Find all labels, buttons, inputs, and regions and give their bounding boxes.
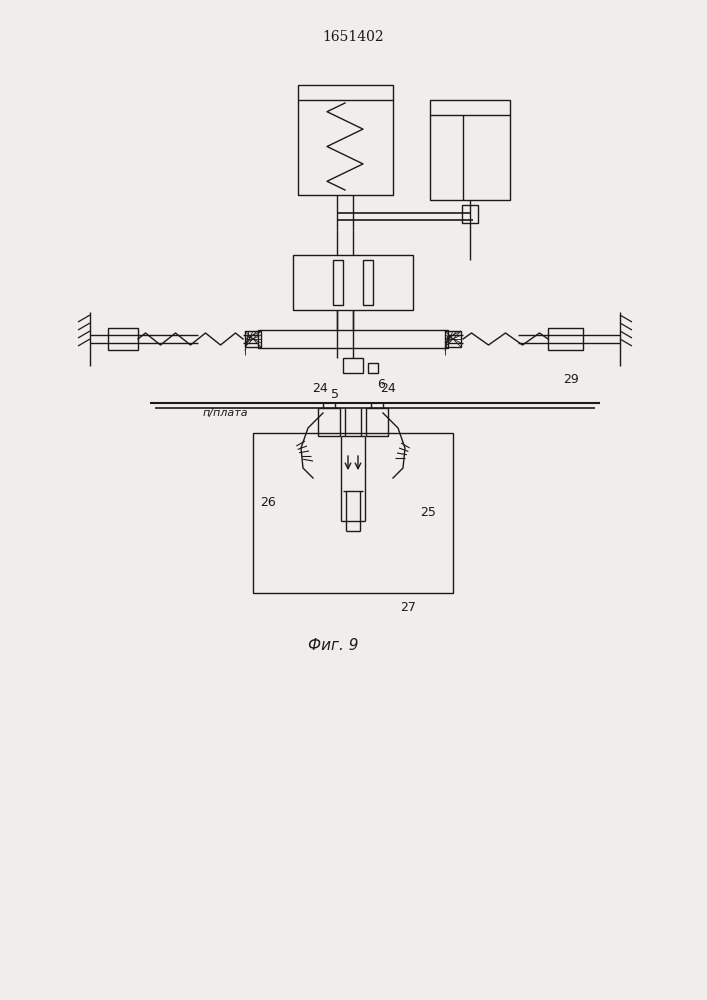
Bar bbox=[548, 328, 583, 350]
Bar bbox=[363, 260, 373, 305]
Bar bbox=[366, 408, 388, 436]
Text: 27: 27 bbox=[400, 601, 416, 614]
Bar bbox=[445, 331, 461, 347]
Text: 1651402: 1651402 bbox=[322, 30, 384, 44]
Bar bbox=[253, 433, 453, 593]
Text: 5: 5 bbox=[331, 388, 339, 401]
Bar bbox=[333, 260, 343, 305]
Text: п/плата: п/плата bbox=[203, 408, 249, 418]
Bar bbox=[462, 205, 478, 223]
Text: 24: 24 bbox=[380, 382, 396, 395]
Text: 26: 26 bbox=[260, 496, 276, 510]
Text: Фиг. 9: Фиг. 9 bbox=[308, 638, 358, 653]
Text: 29: 29 bbox=[563, 373, 579, 386]
Bar bbox=[298, 85, 393, 195]
Bar bbox=[368, 363, 378, 373]
Bar bbox=[293, 255, 413, 310]
Text: 24: 24 bbox=[312, 382, 328, 395]
Bar bbox=[258, 330, 448, 348]
Bar bbox=[245, 331, 261, 347]
Bar bbox=[343, 358, 363, 373]
Bar bbox=[108, 328, 138, 350]
Bar bbox=[318, 408, 340, 436]
Bar bbox=[430, 100, 510, 200]
Text: 6: 6 bbox=[377, 378, 385, 391]
Text: 25: 25 bbox=[420, 506, 436, 520]
